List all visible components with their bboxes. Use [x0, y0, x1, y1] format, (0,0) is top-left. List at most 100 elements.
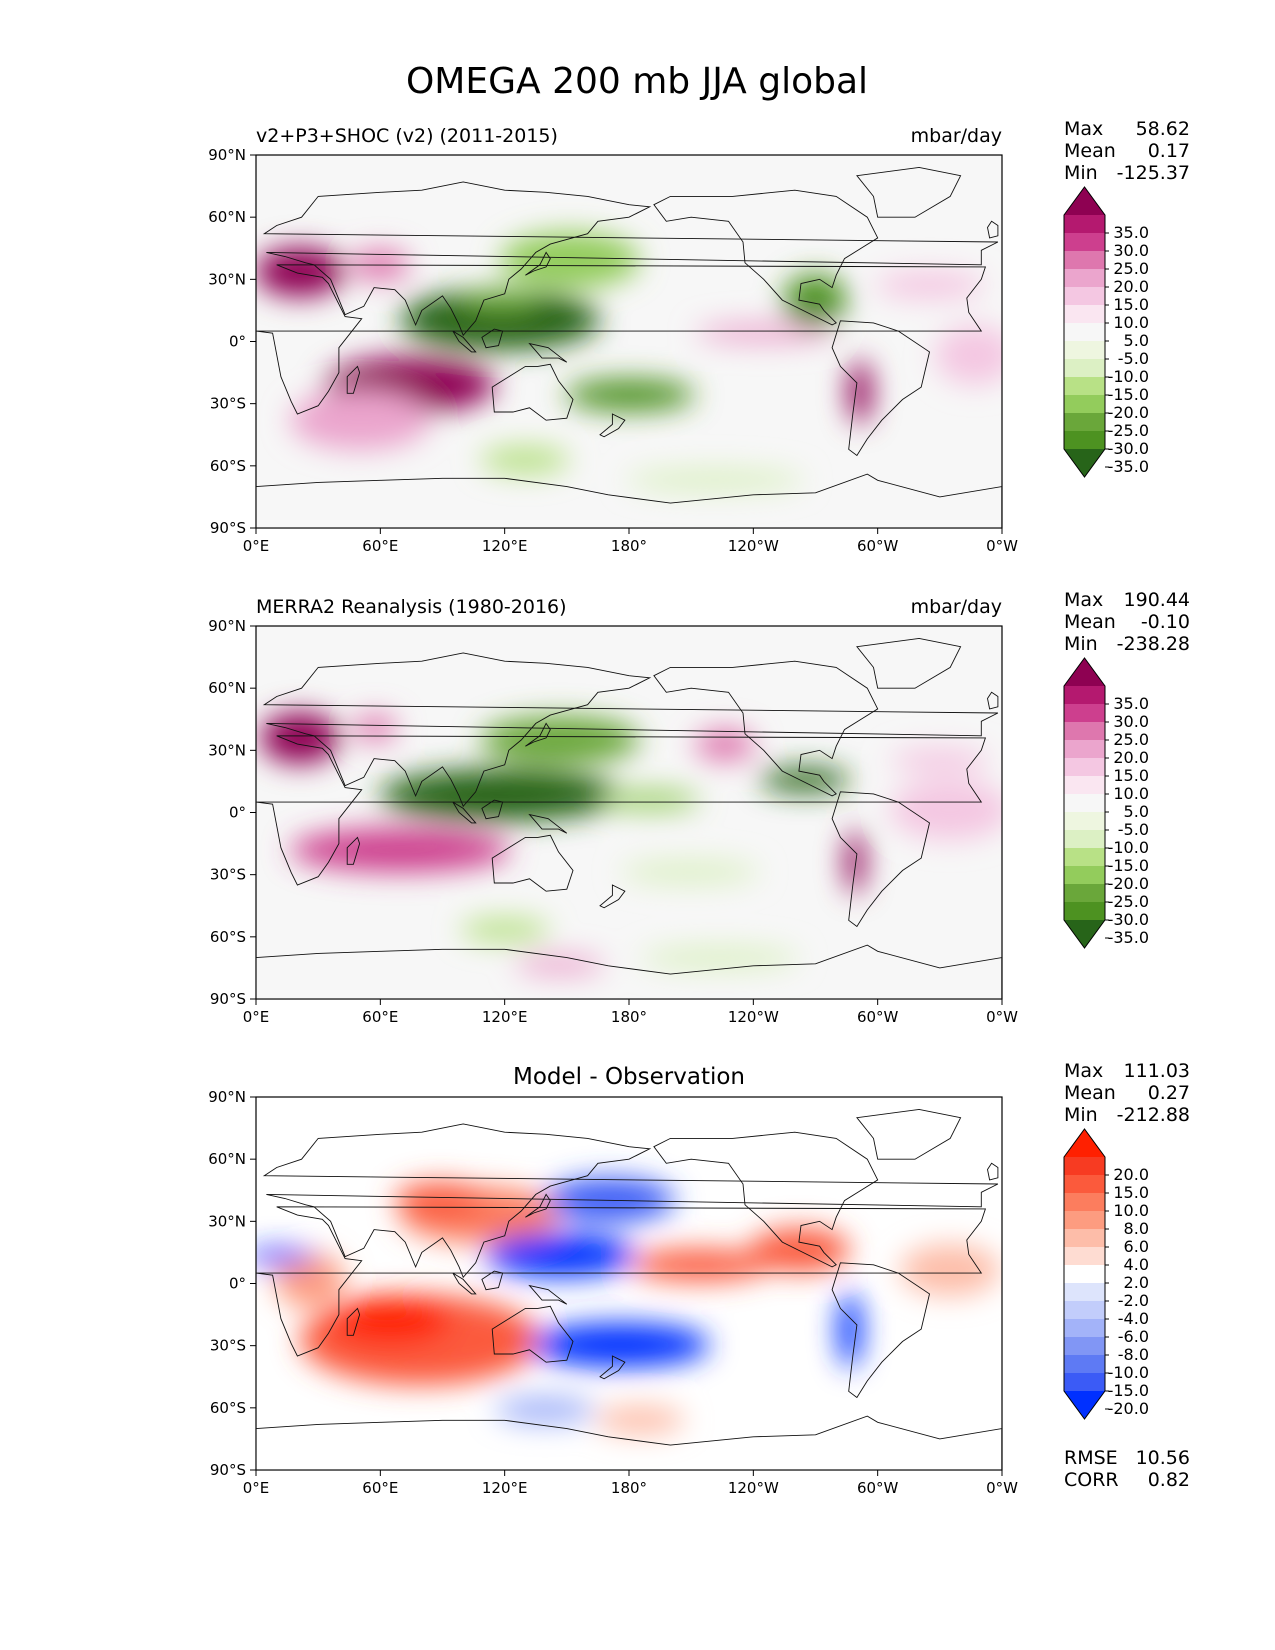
y-tick-label: 60°N [208, 679, 246, 697]
stats-box: Max 111.03 Mean 0.27 Min -212.88 [1064, 1060, 1190, 1126]
y-tick-label: 60°N [208, 208, 246, 226]
y-tick-label: 30°S [210, 1337, 246, 1355]
field-blob [695, 323, 835, 343]
coastline [653, 1131, 879, 1268]
field-blob [890, 780, 1002, 840]
colorbar-label: 10.0 [1113, 313, 1149, 332]
colorbar-label: 25.0 [1113, 730, 1149, 749]
field-blob [760, 768, 850, 792]
stat-value: 10.56 [1136, 1447, 1190, 1469]
colorbar-segment [1064, 866, 1105, 885]
stat-value: 0.17 [1148, 140, 1190, 162]
stat-value: 190.44 [1124, 589, 1190, 611]
map-background [256, 626, 1002, 999]
field-blob [890, 748, 990, 772]
field-blob [353, 714, 397, 742]
field-blob [595, 1406, 685, 1434]
colorbar-label: 5.0 [1124, 331, 1149, 350]
field-blob [783, 274, 847, 326]
field-blob [395, 1182, 485, 1218]
field-blob [260, 712, 340, 764]
field-blob [400, 290, 600, 350]
panel-title: MERRA2 Reanalysis (1980-2016) [256, 596, 567, 618]
coastline [856, 1108, 962, 1160]
x-tick-label: 60°E [362, 1479, 398, 1497]
field-blob [695, 729, 755, 761]
colorbar-label: -30.0 [1108, 910, 1149, 929]
coastline [987, 220, 999, 239]
coastline [856, 166, 962, 218]
coastline [256, 473, 1002, 528]
field-blob [460, 288, 540, 312]
colorbar-label: -20.0 [1108, 403, 1149, 422]
coastline [452, 330, 477, 353]
field-blob [515, 955, 605, 975]
colorbar-label: -5.0 [1118, 820, 1149, 839]
stat-label: Mean [1064, 1082, 1116, 1104]
colorbar-segment [1064, 740, 1105, 759]
x-tick-label: 120°W [728, 1008, 779, 1026]
colorbar-segment [1064, 233, 1105, 252]
x-tick-label: 60°E [362, 1008, 398, 1026]
y-tick-label: 0° [229, 333, 246, 351]
coastline [653, 189, 879, 326]
stat-value: -212.88 [1117, 1104, 1190, 1126]
colorbar-segment [1064, 377, 1105, 396]
colorbar: 35.030.025.020.015.010.05.0-5.0-10.0-15.… [1063, 657, 1149, 949]
colorbar-label: 20.0 [1113, 277, 1149, 296]
stats-box: Max 190.44 Mean -0.10 Min -238.28 [1064, 589, 1190, 655]
coastline [481, 799, 504, 820]
coastline [831, 1262, 931, 1399]
coastline [262, 652, 999, 808]
colorbar-segment [1064, 305, 1105, 324]
colorbar-label: -25.0 [1108, 421, 1149, 440]
colorbar-segment [1064, 287, 1105, 306]
coastlines [256, 1108, 1002, 1470]
y-tick-label: 30°N [208, 741, 246, 759]
stat-value: 111.03 [1124, 1060, 1190, 1082]
field-blob [290, 828, 510, 872]
y-tick-label: 90°S [210, 519, 246, 537]
colorbar-segment [1064, 1283, 1105, 1302]
stat-value: 58.62 [1136, 118, 1190, 140]
colorbar-label: -20.0 [1108, 1399, 1149, 1418]
colorbar-label: -15.0 [1108, 856, 1149, 875]
coastline [256, 264, 987, 415]
x-tick-label: 0°W [986, 1479, 1018, 1497]
coastline [599, 884, 626, 909]
field-blob [750, 1228, 850, 1272]
colorbar-extend-bottom [1064, 1391, 1105, 1419]
colorbar-segment [1064, 776, 1105, 795]
colorbar-label: 4.0 [1124, 1255, 1149, 1274]
colorbar-label: -25.0 [1108, 892, 1149, 911]
panel-units: mbar/day [911, 125, 1002, 147]
colorbar-segment [1064, 269, 1105, 288]
map-field-observation [256, 626, 1002, 999]
colorbar-label: 15.0 [1113, 1183, 1149, 1202]
coastline [346, 1307, 361, 1336]
x-tick-label: 0°E [243, 1479, 270, 1497]
coastline [653, 660, 879, 797]
x-tick-label: 180° [611, 537, 647, 555]
x-tick-label: 180° [611, 1008, 647, 1026]
field-blob [640, 946, 800, 970]
colorbar: 35.030.025.020.015.010.05.0-5.0-10.0-15.… [1063, 186, 1149, 478]
coastline [528, 342, 568, 363]
stat-label: RMSE [1064, 1447, 1118, 1469]
y-tick-label: 0° [229, 1275, 246, 1293]
panel-difference: Model - Observation 0°E 60°E 120°E 180° 120°… [208, 1060, 1190, 1497]
x-tick-label: 0°W [986, 1008, 1018, 1026]
coastline [481, 328, 504, 349]
x-tick-label: 60°E [362, 537, 398, 555]
colorbar-label: -15.0 [1108, 385, 1149, 404]
colorbar-segment [1064, 431, 1105, 450]
colorbar-segment [1064, 341, 1105, 360]
x-tick-label: 0°W [986, 537, 1018, 555]
coastlines [256, 637, 1002, 999]
coastline [452, 1272, 477, 1295]
x-tick-label: 120°W [728, 1479, 779, 1497]
coastline [599, 413, 626, 438]
field-blob [275, 1252, 345, 1308]
colorbar-label: -20.0 [1108, 874, 1149, 893]
colorbar-extend-top [1064, 187, 1105, 215]
